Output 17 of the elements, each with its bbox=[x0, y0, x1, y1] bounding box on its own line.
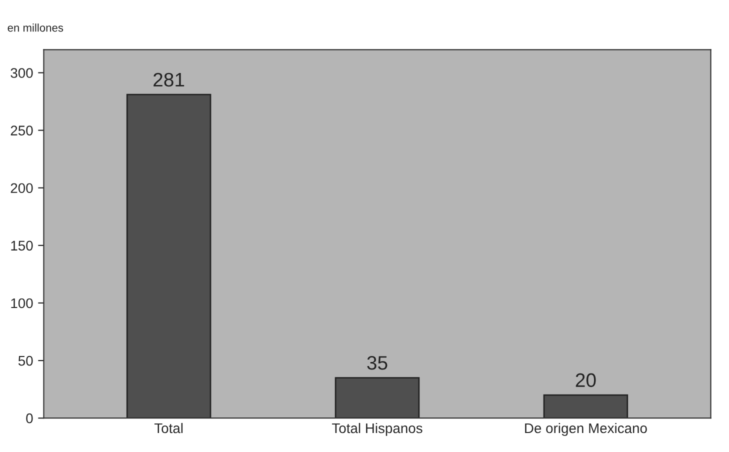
y-tick-label: 0 bbox=[26, 413, 33, 424]
bar bbox=[543, 394, 628, 418]
y-tick-label: 150 bbox=[11, 240, 33, 251]
x-tick-label: Total Hispanos bbox=[332, 422, 422, 436]
y-tick-label: 300 bbox=[10, 68, 33, 78]
bar bbox=[334, 377, 420, 418]
bar bbox=[126, 94, 212, 418]
data-label: 281 bbox=[154, 72, 184, 87]
data-label: 20 bbox=[576, 373, 596, 388]
y-tick-label: 100 bbox=[11, 298, 33, 308]
x-tick-label: De origen Mexicano bbox=[525, 422, 647, 436]
y-tick-label: 250 bbox=[10, 126, 33, 136]
data-label: 35 bbox=[367, 356, 388, 370]
y-tick-label: 50 bbox=[18, 356, 33, 366]
chart-subtitle: en millones bbox=[8, 24, 64, 32]
y-tick-label: 200 bbox=[10, 183, 33, 194]
x-tick-label: Total bbox=[154, 422, 183, 434]
